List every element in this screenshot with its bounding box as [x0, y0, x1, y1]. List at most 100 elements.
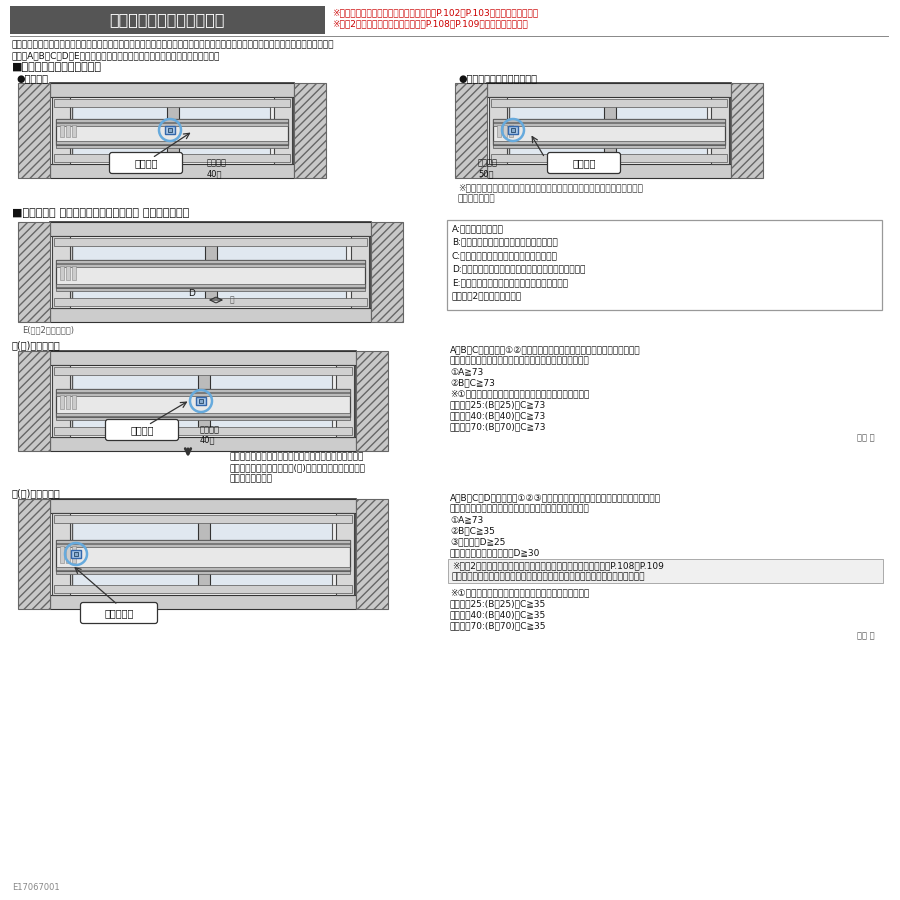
Text: 単位 ㎜: 単位 ㎜ [858, 631, 875, 640]
Bar [503, 125, 507, 137]
Text: 引き残し
40㎜: 引き残し 40㎜ [207, 158, 227, 178]
Text: ●窓タイプ: ●窓タイプ [16, 73, 48, 83]
FancyBboxPatch shape [547, 152, 620, 174]
Text: 戸先錠仕様採用時のご注意: 戸先錠仕様採用時のご注意 [109, 13, 225, 28]
Bar [196, 397, 206, 405]
Bar [491, 99, 727, 107]
Text: ※クレセント仕様の引き残しについては、P.102・P.103をご参照ください。: ※クレセント仕様の引き残しについては、P.102・P.103をご参照ください。 [332, 8, 538, 17]
Bar [172, 101, 270, 160]
Bar [168, 128, 172, 132]
Text: ①A≧73: ①A≧73 [450, 515, 483, 524]
Bar [210, 240, 346, 304]
Bar [508, 126, 518, 134]
Bar [198, 517, 210, 591]
Bar [50, 83, 294, 97]
Text: （偏芯2枚建の場合のみ）: （偏芯2枚建の場合のみ） [452, 292, 522, 301]
Text: テラス・ランマ通しタイプD≧30: テラス・ランマ通しタイプD≧30 [450, 548, 540, 557]
Bar [493, 141, 725, 144]
Bar [56, 413, 350, 416]
Bar [56, 123, 288, 126]
Text: を参照しクレセントの柄が内窓の外召合せ框に干渉しないか確認してください。: を参照しクレセントの柄が内窓の外召合せ框に干渉しないか確認してください。 [452, 572, 645, 581]
Text: ふかし枠70:(B＋70)－C≧73: ふかし枠70:(B＋70)－C≧73 [450, 422, 546, 431]
Bar [56, 571, 350, 574]
Bar [455, 83, 763, 178]
Bar [56, 145, 288, 148]
Text: ※①で木額縁の見込が足りず、ふかし枠を使用した場合: ※①で木額縁の見込が足りず、ふかし枠を使用した場合 [450, 389, 590, 398]
Bar [294, 83, 326, 178]
Bar [60, 125, 64, 137]
Text: ■戸先錠仕様 外窓クレセントの干渉回避 採寸のポイント: ■戸先錠仕様 外窓クレセントの干渉回避 採寸のポイント [12, 208, 189, 218]
Text: ㎜: ㎜ [230, 295, 235, 304]
Bar [56, 567, 350, 570]
Bar [50, 83, 294, 178]
Text: ふかし枠70:(B＋70)－C≧35: ふかし枠70:(B＋70)－C≧35 [450, 621, 546, 630]
Text: ふかし枠40:(B＋40)－C≧35: ふかし枠40:(B＋40)－C≧35 [450, 610, 546, 619]
Bar [50, 164, 294, 178]
Text: 干渉する: 干渉する [130, 425, 154, 435]
Bar [52, 236, 70, 308]
Bar [371, 222, 403, 322]
Bar [56, 417, 350, 420]
Bar [56, 119, 288, 122]
Bar [50, 351, 356, 451]
Bar [54, 515, 352, 523]
Bar [18, 499, 50, 609]
Text: E:クレセント柄の側面から開口の端までの距離: E:クレセント柄の側面から開口の端までの距離 [452, 278, 568, 287]
Bar [50, 308, 371, 322]
Bar [18, 83, 326, 178]
Bar [18, 499, 388, 609]
Bar [203, 517, 332, 591]
Bar [448, 559, 883, 583]
Text: D:クレセント柄の側面から内召合せ框中心までの距離: D:クレセント柄の側面から内召合せ框中心までの距離 [452, 265, 585, 274]
Bar [56, 288, 365, 291]
Text: A・B・C・Dを測定し、①②③の条件を満たしていれば、クレセント施解錠時に: A・B・C・Dを測定し、①②③の条件を満たしていれば、クレセント施解錠時に [450, 493, 661, 502]
Bar [60, 395, 64, 409]
Bar [487, 164, 731, 178]
Bar [60, 266, 64, 280]
Text: C:クレセント柄の内召合せ框からの出寸法: C:クレセント柄の内召合せ框からの出寸法 [452, 251, 558, 260]
Bar [72, 240, 208, 304]
Bar [497, 125, 501, 137]
Bar [487, 83, 731, 97]
Bar [50, 437, 356, 451]
Bar [604, 101, 616, 160]
Bar [72, 395, 76, 409]
Bar [50, 499, 356, 513]
Text: 場合があります。: 場合があります。 [230, 474, 273, 483]
Bar [356, 351, 388, 451]
Bar [493, 123, 725, 126]
FancyBboxPatch shape [105, 419, 178, 440]
Bar [54, 585, 352, 593]
Bar [54, 427, 352, 435]
Bar [493, 119, 725, 145]
Bar [54, 154, 290, 162]
Bar [72, 266, 76, 280]
Bar [72, 517, 201, 591]
Text: ※偏芯2枚建で、外窓と内窓の召合せの中心を揃えない場合は、P.108・P.109: ※偏芯2枚建で、外窓と内窓の召合せの中心を揃えない場合は、P.108・P.109 [452, 561, 664, 570]
Text: ③窓タイプD≧25: ③窓タイプD≧25 [450, 537, 506, 546]
Bar [203, 369, 332, 433]
Bar [199, 399, 203, 403]
Text: 干渉する: 干渉する [572, 158, 596, 168]
Bar [74, 552, 78, 556]
Text: ぶつかってしまう場合、逆(右)勝手にすると回避可能な: ぶつかってしまう場合、逆(右)勝手にすると回避可能な [230, 463, 366, 472]
Bar [50, 595, 356, 609]
Bar [54, 367, 352, 375]
Bar [511, 128, 515, 132]
Text: 干渉しない: 干渉しない [104, 608, 134, 618]
Bar [487, 83, 731, 178]
Bar [56, 260, 365, 288]
Bar [56, 540, 350, 571]
Bar [50, 499, 356, 609]
Bar [491, 154, 727, 162]
Text: ①A≧73: ①A≧73 [450, 367, 483, 376]
Text: 戸先錠仕様は引き残しがあります。内窓の取付け位置により、外窓のクレセントの柄が内窓と干渉し施解錠できない場合があります。: 戸先錠仕様は引き残しがあります。内窓の取付け位置により、外窓のクレセントの柄が内… [12, 40, 335, 49]
Bar [165, 126, 175, 134]
Bar [56, 389, 350, 417]
Text: 単位 ㎜: 単位 ㎜ [858, 433, 875, 442]
Bar [609, 101, 707, 160]
Bar [52, 365, 70, 437]
Bar [198, 369, 210, 433]
Bar [447, 220, 882, 310]
Text: B:内召せ框からの木額縁室内面までの距離: B:内召せ框からの木額縁室内面までの距離 [452, 238, 558, 247]
